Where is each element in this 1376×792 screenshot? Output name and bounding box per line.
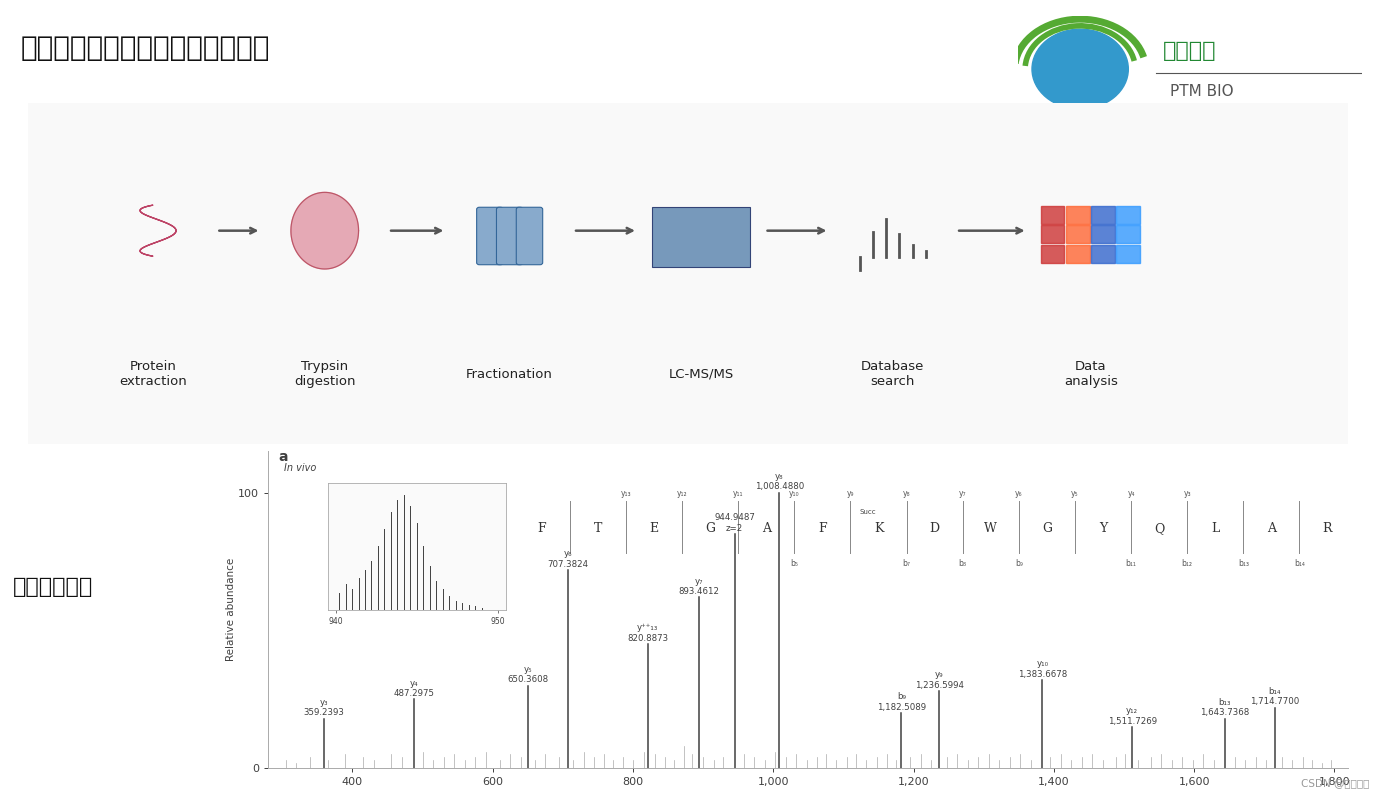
FancyBboxPatch shape xyxy=(652,208,750,267)
Text: y₈
1,008.4880: y₈ 1,008.4880 xyxy=(754,472,804,491)
Text: 景杰生物: 景杰生物 xyxy=(1163,41,1216,61)
Text: Data
analysis: Data analysis xyxy=(1064,360,1117,388)
Text: a: a xyxy=(279,450,289,464)
Text: y₁₂
1,511.7269: y₁₂ 1,511.7269 xyxy=(1108,706,1157,725)
Text: Protein
extraction: Protein extraction xyxy=(120,360,187,388)
Text: y₉
1,236.5994: y₉ 1,236.5994 xyxy=(915,670,963,690)
Text: 蛋白质组学检测的一般原理和流程: 蛋白质组学检测的一般原理和流程 xyxy=(21,33,270,62)
Text: 944.9487
z=2: 944.9487 z=2 xyxy=(714,513,755,533)
Text: b₇: b₇ xyxy=(903,559,911,568)
Text: b₁₃: b₁₃ xyxy=(1238,559,1249,568)
Text: T: T xyxy=(594,522,603,535)
Text: y₃
359.2393: y₃ 359.2393 xyxy=(304,698,344,718)
Bar xyxy=(1116,245,1139,263)
Text: y₁₁: y₁₁ xyxy=(733,489,743,498)
Text: Succ: Succ xyxy=(859,508,875,515)
Text: E: E xyxy=(649,522,659,535)
Text: K: K xyxy=(874,522,883,535)
Text: A: A xyxy=(762,522,771,535)
Bar xyxy=(1066,245,1090,263)
Text: y₅: y₅ xyxy=(1071,489,1079,498)
Text: y₉: y₉ xyxy=(846,489,854,498)
Y-axis label: Relative abundance: Relative abundance xyxy=(226,558,235,661)
Text: y₈: y₈ xyxy=(903,489,911,498)
Text: y₇: y₇ xyxy=(959,489,966,498)
Text: PTM BIO: PTM BIO xyxy=(1170,84,1233,99)
Text: G: G xyxy=(1042,522,1051,535)
Text: Q: Q xyxy=(1154,522,1164,535)
Text: b₉: b₉ xyxy=(1015,559,1022,568)
Bar xyxy=(1091,226,1115,243)
Text: y₇
893.4612: y₇ 893.4612 xyxy=(678,577,720,596)
Text: y₄
487.2975: y₄ 487.2975 xyxy=(394,679,435,698)
Text: Fractionation: Fractionation xyxy=(466,367,553,381)
Text: b₈: b₈ xyxy=(959,559,967,568)
Polygon shape xyxy=(140,205,176,256)
Ellipse shape xyxy=(1032,29,1128,109)
Text: Y: Y xyxy=(1099,522,1108,535)
Text: b₁₂: b₁₂ xyxy=(1182,559,1193,568)
Text: Database
search: Database search xyxy=(861,360,925,388)
Text: A: A xyxy=(1267,522,1276,535)
Text: y₁₀
1,383.6678: y₁₀ 1,383.6678 xyxy=(1018,659,1066,679)
Text: L: L xyxy=(1211,522,1219,535)
Text: b₅: b₅ xyxy=(790,559,798,568)
Text: 质谱图示例：: 质谱图示例： xyxy=(14,577,94,597)
Bar xyxy=(1091,245,1115,263)
Bar xyxy=(1040,245,1065,263)
Text: y₄: y₄ xyxy=(1127,489,1135,498)
Bar xyxy=(1091,206,1115,224)
Bar xyxy=(1040,206,1065,224)
Bar xyxy=(1040,226,1065,243)
Text: W: W xyxy=(984,522,998,535)
Bar xyxy=(1116,226,1139,243)
Text: G: G xyxy=(706,522,716,535)
Text: Trypsin
digestion: Trypsin digestion xyxy=(294,360,355,388)
Text: y₅
650.3608: y₅ 650.3608 xyxy=(508,664,549,684)
Text: y⁺⁺₁₃
820.8873: y⁺⁺₁₃ 820.8873 xyxy=(627,623,669,643)
Text: b₁₄
1,714.7700: b₁₄ 1,714.7700 xyxy=(1249,687,1299,706)
Polygon shape xyxy=(290,192,359,269)
Text: b₁₁: b₁₁ xyxy=(1126,559,1137,568)
Text: In vivo: In vivo xyxy=(285,463,316,473)
Text: y₁₃: y₁₃ xyxy=(621,489,632,498)
Text: LC-MS/MS: LC-MS/MS xyxy=(669,367,733,381)
Bar xyxy=(1116,206,1139,224)
Text: b₁₃
1,643.7368: b₁₃ 1,643.7368 xyxy=(1200,698,1249,718)
Text: y₆
707.3824: y₆ 707.3824 xyxy=(548,549,589,569)
Text: R: R xyxy=(1322,522,1332,535)
Text: y₆: y₆ xyxy=(1015,489,1022,498)
Text: b₁₄: b₁₄ xyxy=(1293,559,1304,568)
Text: F: F xyxy=(819,522,827,535)
Text: b₉
1,182.5089: b₉ 1,182.5089 xyxy=(877,692,926,712)
FancyBboxPatch shape xyxy=(476,208,504,265)
FancyBboxPatch shape xyxy=(18,97,1358,447)
FancyBboxPatch shape xyxy=(497,208,523,265)
Text: CSDN @素材积累: CSDN @素材积累 xyxy=(1300,778,1369,788)
Text: y₁₀: y₁₀ xyxy=(788,489,799,498)
Text: F: F xyxy=(538,522,546,535)
Text: D: D xyxy=(930,522,940,535)
Text: y₃: y₃ xyxy=(1183,489,1192,498)
Bar xyxy=(1066,206,1090,224)
FancyBboxPatch shape xyxy=(516,208,542,265)
Bar xyxy=(1066,226,1090,243)
Text: y₁₂: y₁₂ xyxy=(677,489,688,498)
